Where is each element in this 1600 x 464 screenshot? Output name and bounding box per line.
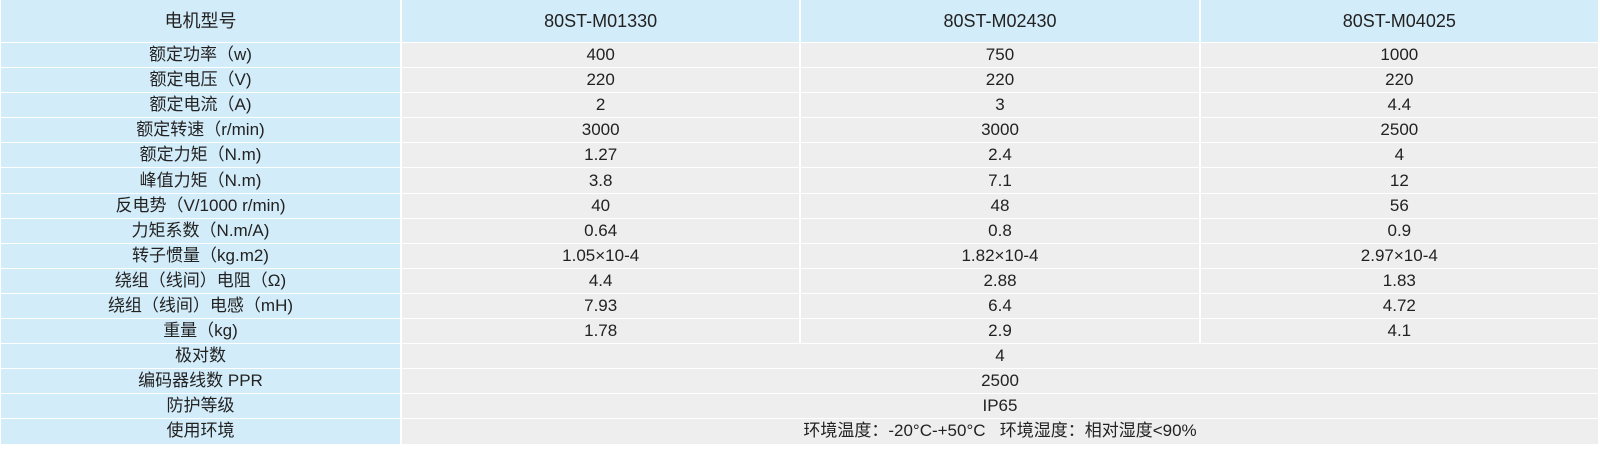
row-label: 重量（kg) bbox=[1, 319, 400, 344]
row-value: 220 bbox=[402, 68, 800, 93]
table-row: 额定电压（V) 220 220 220 bbox=[1, 68, 1598, 93]
header-label: 电机型号 bbox=[1, 0, 400, 42]
row-value: IP65 bbox=[402, 394, 1598, 419]
row-value: 6.4 bbox=[801, 293, 1199, 319]
table-row: 使用环境 环境温度：-20°C-+50°C 环境湿度：相对湿度<90% bbox=[1, 419, 1598, 444]
row-label: 转子惯量（kg.m2) bbox=[1, 243, 400, 268]
row-label: 峰值力矩（N.m) bbox=[1, 168, 400, 193]
row-value: 3000 bbox=[402, 118, 800, 143]
table-row: 额定力矩（N.m) 1.27 2.4 4 bbox=[1, 143, 1598, 168]
row-label: 额定转速（r/min) bbox=[1, 118, 400, 143]
row-value: 1.83 bbox=[1200, 268, 1598, 293]
row-value: 7.93 bbox=[402, 293, 800, 319]
row-label: 力矩系数（N.m/A) bbox=[1, 218, 400, 243]
table-row: 重量（kg) 1.78 2.9 4.1 bbox=[1, 319, 1598, 344]
row-label: 额定电流（A) bbox=[1, 93, 400, 118]
row-label: 绕组（线间）电阻（Ω) bbox=[1, 268, 400, 293]
row-value: 2 bbox=[402, 93, 800, 118]
row-label: 极对数 bbox=[1, 344, 400, 369]
table-row: 反电势（V/1000 r/min) 40 48 56 bbox=[1, 193, 1598, 218]
row-value: 1.78 bbox=[402, 319, 800, 344]
row-value: 2.4 bbox=[801, 143, 1199, 168]
table-row: 绕组（线间）电感（mH) 7.93 6.4 4.72 bbox=[1, 293, 1598, 319]
row-label: 绕组（线间）电感（mH) bbox=[1, 293, 400, 319]
row-value: 2500 bbox=[402, 369, 1598, 394]
row-value: 环境温度：-20°C-+50°C 环境湿度：相对湿度<90% bbox=[402, 419, 1598, 444]
row-value: 4.72 bbox=[1200, 293, 1598, 319]
model-header: 80ST-M01330 bbox=[402, 0, 800, 42]
row-value: 12 bbox=[1200, 168, 1598, 193]
spec-table: 电机型号 80ST-M01330 80ST-M02430 80ST-M04025… bbox=[1, 0, 1598, 444]
row-value: 220 bbox=[1200, 68, 1598, 93]
table-row: 编码器线数 PPR 2500 bbox=[1, 369, 1598, 394]
table-row: 额定转速（r/min) 3000 3000 2500 bbox=[1, 118, 1598, 143]
row-value: 4.4 bbox=[1200, 93, 1598, 118]
row-value: 1.82×10-4 bbox=[801, 243, 1199, 268]
row-value: 0.8 bbox=[801, 218, 1199, 243]
table-row: 峰值力矩（N.m) 3.8 7.1 12 bbox=[1, 168, 1598, 193]
row-label: 防护等级 bbox=[1, 394, 400, 419]
row-value: 40 bbox=[402, 193, 800, 218]
model-header: 80ST-M02430 bbox=[801, 0, 1199, 42]
row-value: 7.1 bbox=[801, 168, 1199, 193]
model-header: 80ST-M04025 bbox=[1200, 0, 1598, 42]
row-value: 4 bbox=[1200, 143, 1598, 168]
row-value: 1.05×10-4 bbox=[402, 243, 800, 268]
row-value: 3.8 bbox=[402, 168, 800, 193]
row-value: 220 bbox=[801, 68, 1199, 93]
row-value: 3000 bbox=[801, 118, 1199, 143]
table-row: 转子惯量（kg.m2) 1.05×10-4 1.82×10-4 2.97×10-4 bbox=[1, 243, 1598, 268]
table-row: 绕组（线间）电阻（Ω) 4.4 2.88 1.83 bbox=[1, 268, 1598, 293]
row-value: 1000 bbox=[1200, 43, 1598, 68]
table-row: 力矩系数（N.m/A) 0.64 0.8 0.9 bbox=[1, 218, 1598, 243]
row-label: 编码器线数 PPR bbox=[1, 369, 400, 394]
table-row: 额定功率（w) 400 750 1000 bbox=[1, 43, 1598, 68]
row-label: 反电势（V/1000 r/min) bbox=[1, 193, 400, 218]
row-value: 0.64 bbox=[402, 218, 800, 243]
row-value: 4.4 bbox=[402, 268, 800, 293]
row-value: 1.27 bbox=[402, 143, 800, 168]
row-value: 3 bbox=[801, 93, 1199, 118]
row-value: 750 bbox=[801, 43, 1199, 68]
table-row: 防护等级 IP65 bbox=[1, 394, 1598, 419]
table-row: 额定电流（A) 2 3 4.4 bbox=[1, 93, 1598, 118]
row-value: 0.9 bbox=[1200, 218, 1598, 243]
row-label: 使用环境 bbox=[1, 419, 400, 444]
row-value: 2.97×10-4 bbox=[1200, 243, 1598, 268]
row-value: 2.88 bbox=[801, 268, 1199, 293]
row-value: 48 bbox=[801, 193, 1199, 218]
row-label: 额定力矩（N.m) bbox=[1, 143, 400, 168]
row-value: 400 bbox=[402, 43, 800, 68]
row-label: 额定功率（w) bbox=[1, 43, 400, 68]
header-row: 电机型号 80ST-M01330 80ST-M02430 80ST-M04025 bbox=[1, 0, 1598, 42]
table-row: 极对数 4 bbox=[1, 344, 1598, 369]
row-value: 4.1 bbox=[1200, 319, 1598, 344]
row-value: 2500 bbox=[1200, 118, 1598, 143]
row-label: 额定电压（V) bbox=[1, 68, 400, 93]
row-value: 4 bbox=[402, 344, 1598, 369]
row-value: 2.9 bbox=[801, 319, 1199, 344]
row-value: 56 bbox=[1200, 193, 1598, 218]
